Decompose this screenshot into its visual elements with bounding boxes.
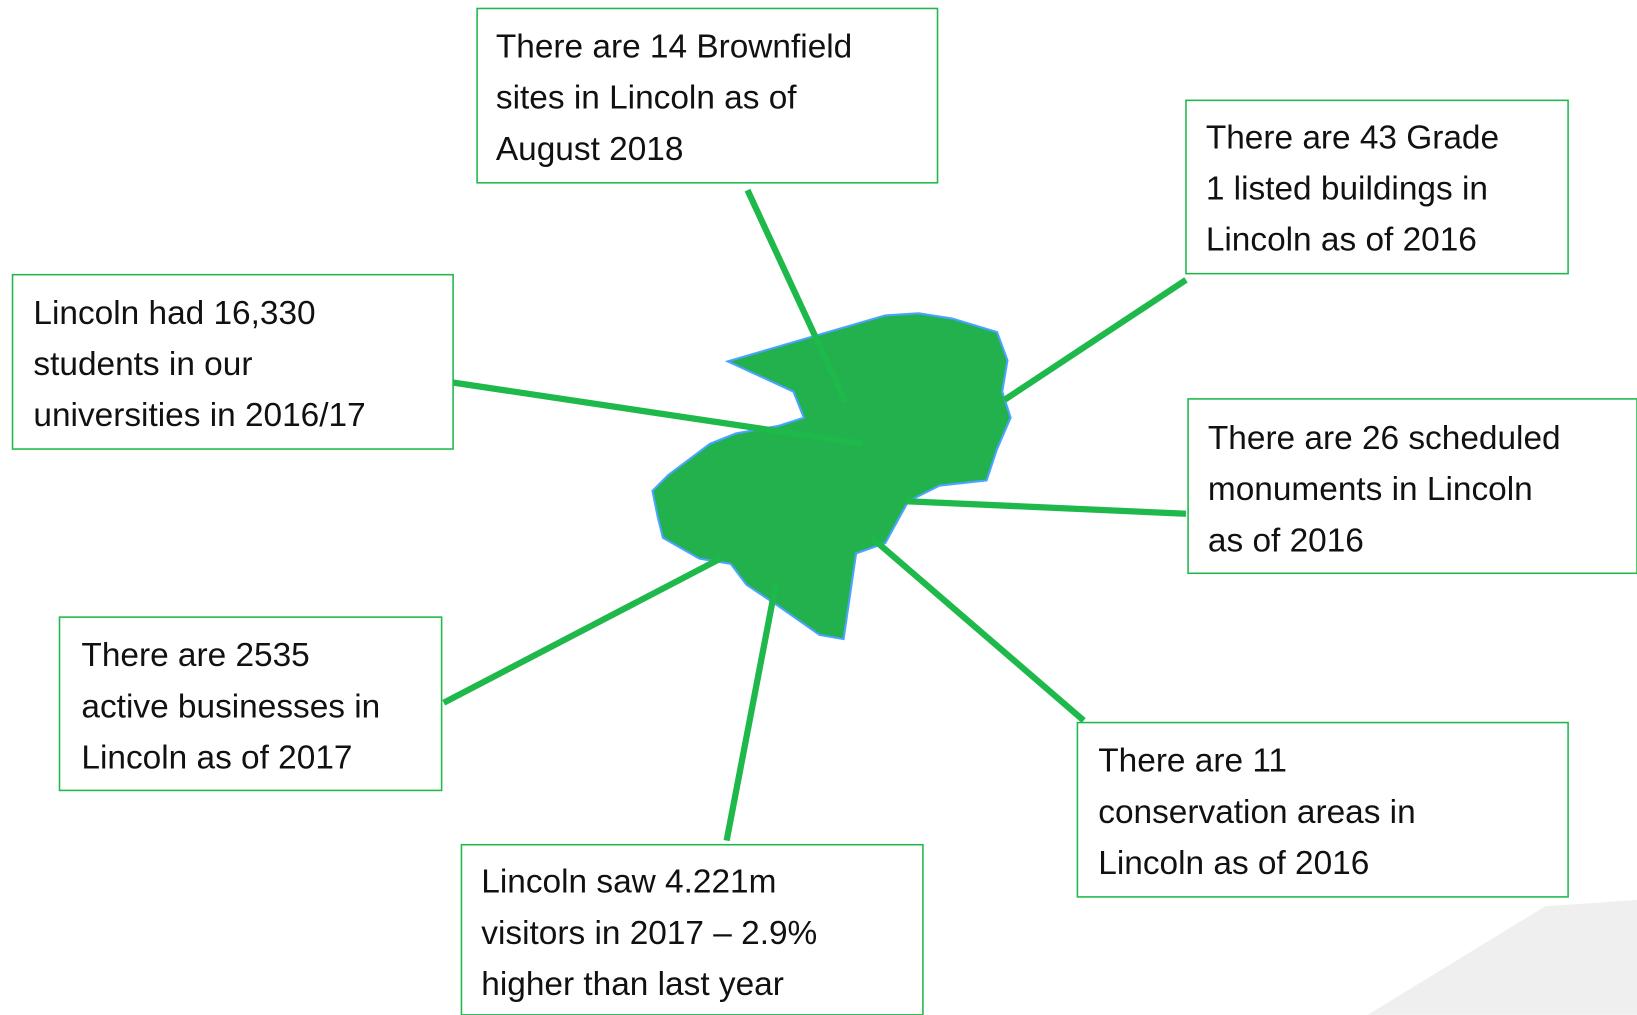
callout-box xyxy=(460,843,924,1015)
callout-box xyxy=(1187,398,1637,575)
callout-text: monuments in Lincoln xyxy=(1208,471,1533,508)
callout: Lincoln had 16,330 students in our univers… xyxy=(11,273,454,450)
connectors xyxy=(442,188,1188,842)
callout-text: Lincoln saw 4.221m xyxy=(481,864,776,901)
callout-box xyxy=(58,616,443,792)
callout-text: students in our xyxy=(33,346,252,383)
callout: There are 2535 active businesses in Lincol… xyxy=(58,616,443,792)
callout-text: August 2018 xyxy=(496,131,684,168)
callout-text: active businesses in xyxy=(81,688,380,725)
connector xyxy=(1002,277,1188,403)
callout-text: There are 11 xyxy=(1098,743,1287,780)
callout-text: sites in Lincoln as of xyxy=(496,80,797,117)
decor xyxy=(1367,900,1637,1015)
callout-text: 1 listed buildings in xyxy=(1206,171,1488,208)
callout-text: universities in 2016/17 xyxy=(33,397,365,434)
callout-box xyxy=(476,7,939,184)
callout-text: visitors in 2017 – 2.9% xyxy=(481,915,817,952)
connector xyxy=(723,584,779,842)
callout: There are 43 Grade 1 listed buildings in L… xyxy=(1185,99,1569,275)
callout-text: Lincoln as of 2017 xyxy=(81,740,352,777)
callout-text: Lincoln had 16,330 xyxy=(33,295,315,332)
callout-box xyxy=(11,273,454,450)
map-shape xyxy=(651,312,1012,641)
connector xyxy=(442,555,722,706)
callout-text: There are 14 Brownfield xyxy=(496,29,852,66)
callout-text: There are 2535 xyxy=(81,637,309,674)
connector xyxy=(869,535,1086,723)
callout-text: There are 26 scheduled xyxy=(1208,420,1561,457)
connector xyxy=(744,188,849,404)
callout: There are 14 Brownfield sites in Lincoln … xyxy=(476,7,939,184)
callout-box xyxy=(1185,99,1569,275)
callout-text: conservation areas in xyxy=(1098,794,1415,831)
callout-text: as of 2016 xyxy=(1208,522,1364,559)
connector xyxy=(906,498,1187,517)
callout: There are 26 scheduled monuments in Linco… xyxy=(1187,398,1637,575)
callout-box xyxy=(1076,721,1569,898)
callout: Lincoln saw 4.221m visitors in 2017 – 2.9… xyxy=(460,843,924,1015)
callout-text: higher than last year xyxy=(481,966,784,1003)
callout-text: There are 43 Grade xyxy=(1206,119,1499,156)
callout-text: Lincoln as of 2016 xyxy=(1206,222,1477,259)
callouts: There are 14 Brownfield sites in Lincoln … xyxy=(11,7,1637,1015)
callout: There are 11 conservation areas in Lincoln… xyxy=(1076,721,1569,898)
callout-text: Lincoln as of 2016 xyxy=(1098,845,1369,882)
connector xyxy=(450,379,863,447)
